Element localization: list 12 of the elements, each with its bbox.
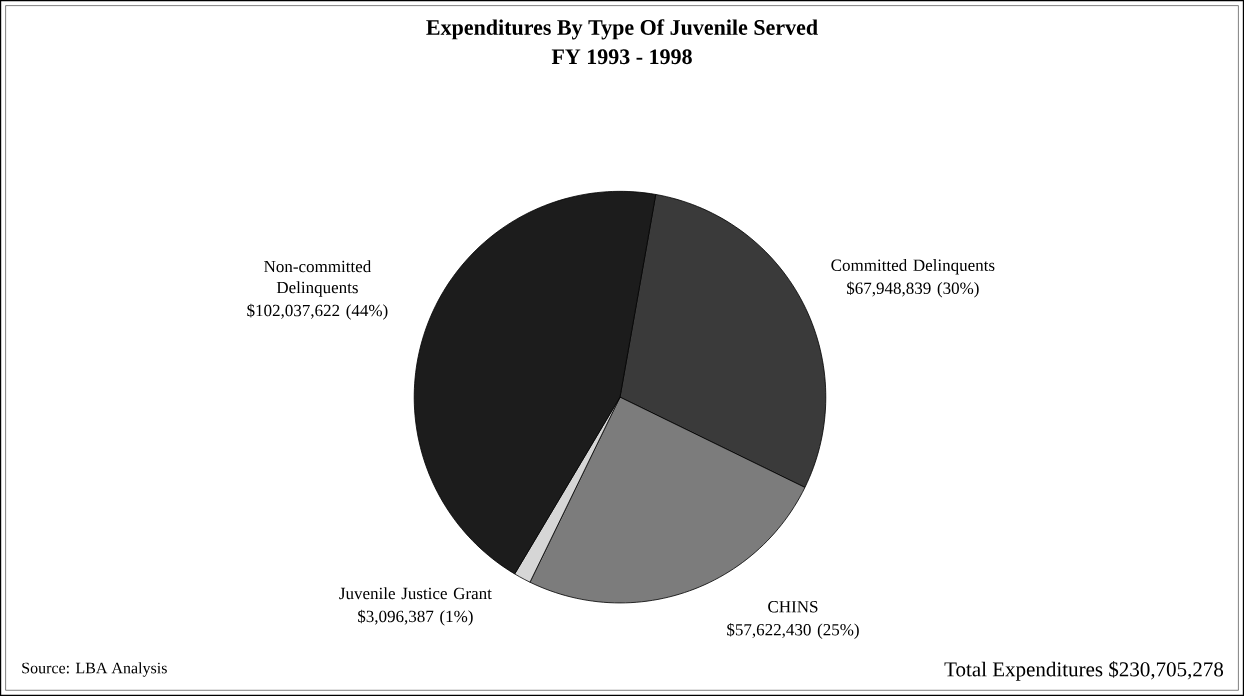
data-label: $57,622,430 (25%) xyxy=(727,623,859,639)
slice-label: Juvenile Justice Grant xyxy=(339,587,492,600)
slice-label: CHINS xyxy=(768,601,818,613)
source-note: Source: LBA Analysis xyxy=(22,662,167,677)
text: Total Expenditures $230,705,278 xyxy=(944,661,1224,681)
slice-label: Committed Delinquents xyxy=(831,259,995,275)
data-label: $3,096,387 (1%) xyxy=(358,609,473,626)
data-label: $102,037,622 (44%) xyxy=(247,303,388,320)
slice-label: Non-committed Delinquents xyxy=(264,260,372,297)
data-label: $67,948,839 (30%) xyxy=(847,281,979,298)
chart-title: Expenditures By Type Of Juvenile Served xyxy=(426,19,818,40)
chart-subtitle: FY 1993 - 1998 xyxy=(551,49,692,65)
